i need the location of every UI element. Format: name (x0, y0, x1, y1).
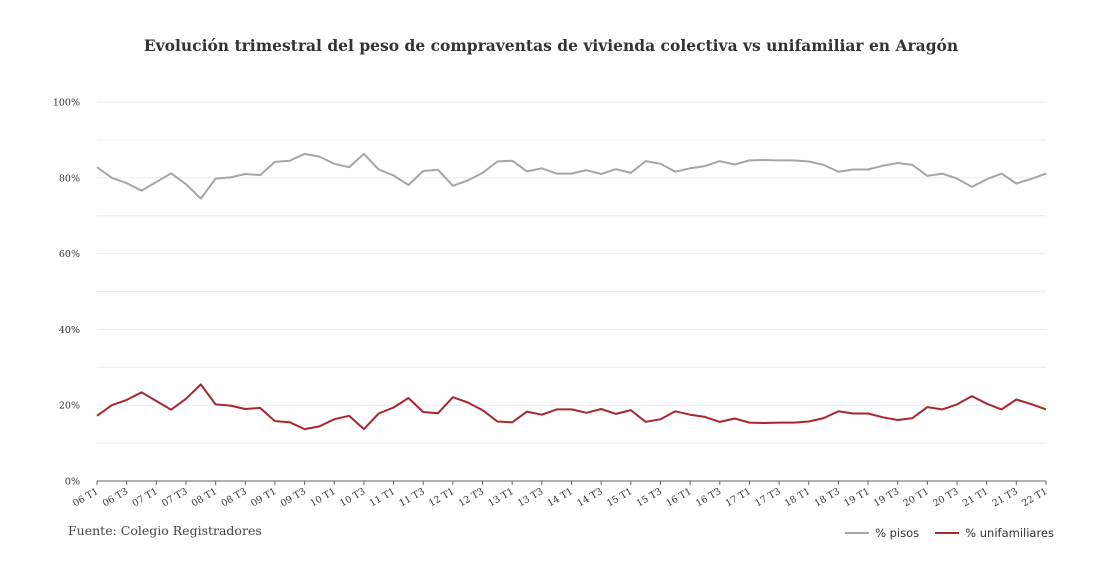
x-tick-label: 19 T3 (872, 486, 901, 509)
x-tick-label: 08 T3 (219, 486, 248, 509)
x-tick-label: 20 T1 (902, 486, 931, 509)
x-tick-label: 13 T3 (516, 486, 545, 509)
source-note: Fuente: Colegio Registradores (68, 523, 262, 538)
y-tick-label: 40% (59, 325, 80, 336)
x-axis: 06 T1 06 T3 07 T1 07 T3 08 T1 08 T3 09 T1 09 T3… (71, 481, 1050, 509)
legend-swatch-pisos (845, 532, 870, 534)
y-tick-label: 100% (53, 98, 80, 109)
y-axis: 0% 20% 40% 60% 80% 100% (53, 98, 80, 488)
legend-item-pisos: % pisos (845, 526, 919, 540)
legend-label-pisos: % pisos (875, 526, 920, 540)
x-tick-label: 15 T3 (635, 486, 664, 509)
x-tick-label: 06 T1 (71, 486, 100, 509)
x-tick-label: 21 T1 (961, 486, 990, 509)
x-tick-label: 16 T3 (694, 486, 723, 509)
series-line-unifamiliares (96, 383, 1047, 431)
x-tick-label: 11 T1 (368, 486, 397, 509)
x-tick-label: 18 T1 (783, 486, 812, 509)
x-tick-label: 18 T3 (813, 486, 842, 509)
x-tick-label: 20 T3 (931, 486, 960, 509)
x-tick-label: 19 T1 (842, 486, 871, 509)
x-tick-label: 11 T3 (397, 486, 426, 509)
x-tick-label: 16 T1 (664, 486, 693, 509)
y-tick-label: 20% (59, 401, 80, 412)
x-tick-label: 12 T1 (427, 486, 456, 509)
x-tick-label: 10 T3 (338, 486, 367, 509)
x-tick-label: 07 T1 (130, 486, 159, 509)
x-tick-label: 21 T3 (991, 486, 1020, 509)
legend-label-unifamiliares: % unifamiliares (965, 526, 1054, 540)
y-tick-label: 60% (59, 249, 80, 260)
y-tick-label: 80% (59, 173, 80, 184)
x-tick-label: 09 T1 (249, 486, 278, 509)
x-tick-label: 06 T3 (101, 486, 130, 509)
x-tick-label: 08 T1 (190, 486, 219, 509)
x-tick-label: 14 T3 (575, 486, 604, 509)
legend-item-unifamiliares: % unifamiliares (935, 526, 1054, 540)
chart-title: Evolución trimestral del peso de comprav… (143, 36, 959, 55)
x-tick-label: 22 T1 (1020, 486, 1049, 509)
series-line-pisos (96, 152, 1047, 200)
x-tick-label: 09 T3 (279, 486, 308, 509)
x-tick-label: 13 T1 (486, 486, 515, 509)
legend-swatch-unifamiliares (935, 532, 960, 534)
x-tick-label: 15 T1 (605, 486, 634, 509)
x-tick-label: 17 T3 (753, 486, 782, 509)
x-tick-label: 10 T1 (308, 486, 337, 509)
x-tick-label: 17 T1 (724, 486, 753, 509)
x-tick-label: 12 T3 (457, 486, 486, 509)
series-lines (96, 152, 1047, 431)
gridlines (97, 101, 1046, 482)
legend: % pisos % unifamiliares (845, 526, 1054, 540)
x-tick-label: 14 T1 (546, 486, 575, 509)
y-tick-label: 0% (65, 477, 80, 488)
x-tick-label: 07 T3 (160, 486, 189, 509)
